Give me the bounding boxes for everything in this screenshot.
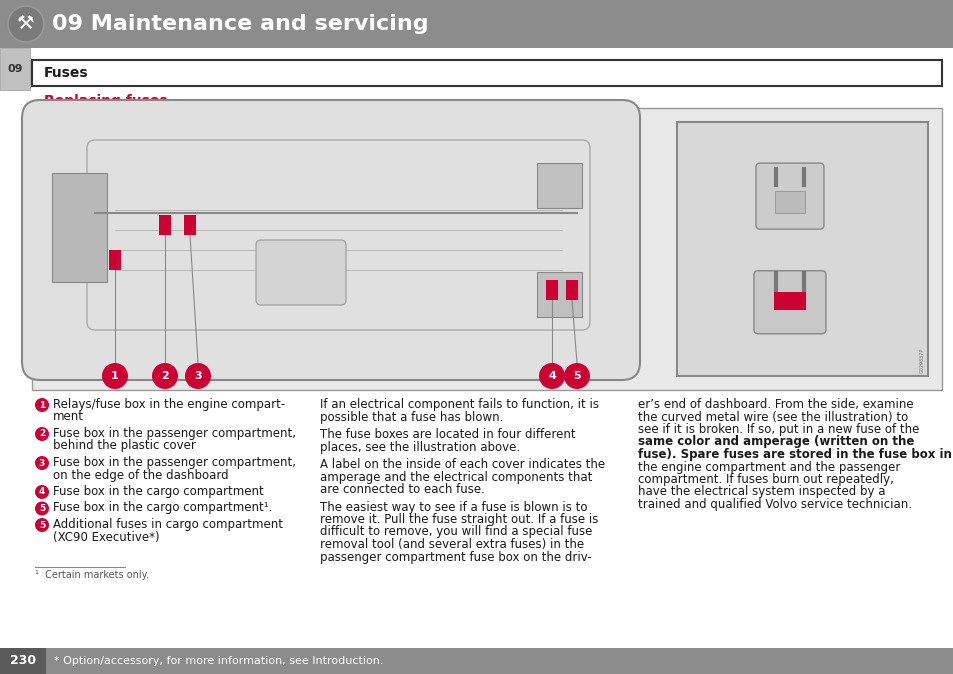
Text: passenger compartment fuse box on the driv-: passenger compartment fuse box on the dr… [319, 551, 591, 563]
Text: * Option/accessory, for more information, see Introduction.: * Option/accessory, for more information… [54, 656, 383, 666]
Text: the engine compartment and the passenger: the engine compartment and the passenger [638, 460, 900, 474]
Text: possible that a fuse has blown.: possible that a fuse has blown. [319, 410, 503, 423]
Text: same color and amperage (written on the: same color and amperage (written on the [638, 435, 913, 448]
Text: 2: 2 [39, 429, 45, 439]
Text: 3: 3 [194, 371, 202, 381]
Bar [159, 215, 171, 235]
Circle shape [563, 363, 589, 389]
Text: have the electrical system inspected by a: have the electrical system inspected by … [638, 485, 884, 499]
Circle shape [185, 363, 211, 389]
Bar [0, 48, 30, 90]
Text: amperage and the electrical components that: amperage and the electrical components t… [319, 470, 592, 483]
FancyBboxPatch shape [255, 240, 346, 305]
Text: Fuse box in the passenger compartment,: Fuse box in the passenger compartment, [53, 456, 295, 469]
Text: Replacing fuses: Replacing fuses [44, 94, 168, 108]
Text: on the edge of the dashboard: on the edge of the dashboard [53, 468, 229, 481]
Text: ⚒: ⚒ [17, 15, 34, 34]
Text: Additional fuses in cargo compartment: Additional fuses in cargo compartment [53, 518, 283, 531]
Text: Fuses: Fuses [44, 66, 89, 80]
Text: Relays/fuse box in the engine compart-: Relays/fuse box in the engine compart- [53, 398, 285, 411]
Text: ¹  Certain markets only.: ¹ Certain markets only. [35, 570, 149, 580]
Text: The fuse boxes are located in four different: The fuse boxes are located in four diffe… [319, 428, 575, 441]
Circle shape [538, 363, 564, 389]
Text: compartment. If fuses burn out repeatedly,: compartment. If fuses burn out repeatedl… [638, 473, 893, 486]
Text: Fuse box in the passenger compartment,: Fuse box in the passenger compartment, [53, 427, 295, 440]
Text: 5: 5 [39, 504, 45, 513]
Text: (XC90 Executive*): (XC90 Executive*) [53, 530, 159, 543]
Text: 230: 230 [10, 654, 36, 667]
Text: If an electrical component fails to function, it is: If an electrical component fails to func… [319, 398, 598, 411]
Circle shape [8, 6, 44, 42]
Text: fuse). Spare fuses are stored in the fuse box in: fuse). Spare fuses are stored in the fus… [638, 448, 951, 461]
Circle shape [152, 363, 178, 389]
Circle shape [35, 518, 49, 532]
Text: A label on the inside of each cover indicates the: A label on the inside of each cover indi… [319, 458, 604, 471]
Text: 5: 5 [573, 371, 580, 381]
Text: 4: 4 [39, 487, 45, 497]
Bar [537, 272, 581, 317]
Bar [32, 60, 941, 86]
Bar [773, 292, 805, 310]
Text: are connected to each fuse.: are connected to each fuse. [319, 483, 484, 496]
Text: The easiest way to see if a fuse is blown is to: The easiest way to see if a fuse is blow… [319, 501, 587, 514]
Text: the curved metal wire (see the illustration) to: the curved metal wire (see the illustrat… [638, 410, 907, 423]
Text: Fuse box in the cargo compartment: Fuse box in the cargo compartment [53, 485, 263, 498]
Text: behind the plastic cover: behind the plastic cover [53, 439, 195, 452]
Text: 1: 1 [111, 371, 119, 381]
Bar [0, 648, 953, 674]
Text: G029837P: G029837P [919, 348, 924, 373]
FancyBboxPatch shape [755, 163, 823, 229]
Text: see if it is broken. If so, put in a new fuse of the: see if it is broken. If so, put in a new… [638, 423, 919, 436]
Text: remove it. Pull the fuse straight out. If a fuse is: remove it. Pull the fuse straight out. I… [319, 513, 598, 526]
Text: er’s end of dashboard. From the side, examine: er’s end of dashboard. From the side, ex… [638, 398, 913, 411]
Text: places, see the illustration above.: places, see the illustration above. [319, 441, 519, 454]
Bar [565, 280, 578, 300]
Text: 1: 1 [39, 400, 45, 410]
Text: 09 Maintenance and servicing: 09 Maintenance and servicing [52, 14, 428, 34]
Circle shape [35, 485, 49, 499]
Bar [109, 250, 121, 270]
Text: difficult to remove, you will find a special fuse: difficult to remove, you will find a spe… [319, 526, 592, 539]
Bar [774, 191, 804, 213]
Text: 09: 09 [8, 64, 23, 74]
Circle shape [35, 427, 49, 441]
Bar [677, 122, 927, 376]
Circle shape [35, 398, 49, 412]
FancyBboxPatch shape [22, 100, 639, 380]
Circle shape [35, 456, 49, 470]
Bar [0, 648, 46, 674]
Text: removal tool (and several extra fuses) in the: removal tool (and several extra fuses) i… [319, 538, 583, 551]
Text: 3: 3 [39, 458, 45, 468]
Bar [0, 0, 953, 48]
Text: trained and qualified Volvo service technician.: trained and qualified Volvo service tech… [638, 498, 911, 511]
Text: 4: 4 [547, 371, 556, 381]
Bar [184, 215, 195, 235]
FancyBboxPatch shape [753, 271, 825, 334]
Bar [545, 280, 558, 300]
Bar [32, 108, 941, 390]
Bar [537, 163, 581, 208]
Circle shape [35, 501, 49, 516]
Circle shape [102, 363, 128, 389]
Text: ment: ment [53, 410, 84, 423]
Bar [52, 173, 107, 282]
Text: 2: 2 [161, 371, 169, 381]
Text: Fuse box in the cargo compartment¹.: Fuse box in the cargo compartment¹. [53, 501, 273, 514]
Text: 5: 5 [39, 520, 45, 530]
